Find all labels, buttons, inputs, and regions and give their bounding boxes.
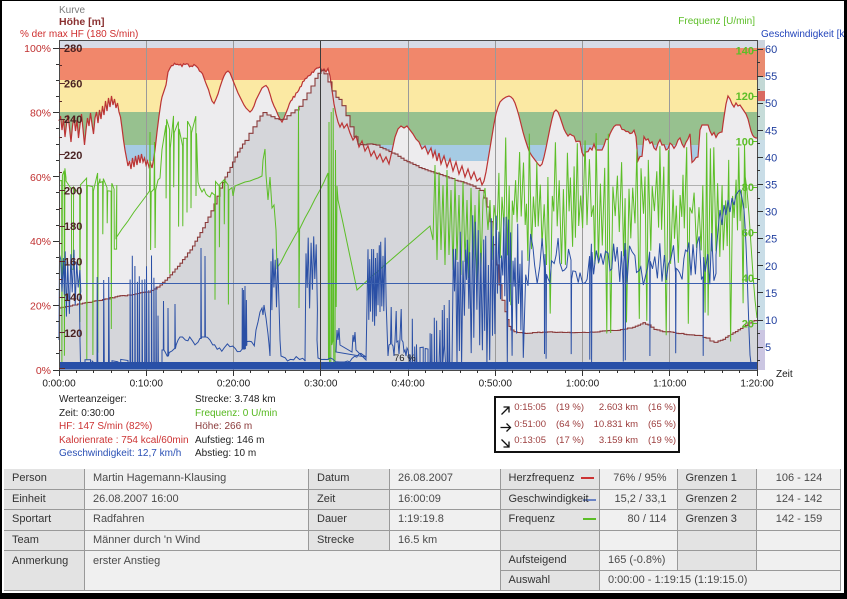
- svg-text:45: 45: [765, 125, 777, 137]
- svg-text:100%: 100%: [24, 43, 51, 55]
- svg-text:55: 55: [765, 71, 777, 83]
- svg-text:140: 140: [64, 292, 82, 304]
- svg-text:200: 200: [64, 185, 82, 197]
- svg-text:30: 30: [765, 207, 777, 219]
- svg-text:60%: 60%: [30, 172, 51, 184]
- svg-text:Zeit: Zeit: [776, 369, 793, 380]
- svg-text:76 %: 76 %: [394, 353, 416, 364]
- svg-text:40%: 40%: [30, 236, 51, 248]
- svg-text:120: 120: [736, 91, 754, 103]
- svg-text:60: 60: [765, 44, 777, 56]
- svg-text:10: 10: [765, 315, 777, 327]
- svg-text:1:10:00: 1:10:00: [653, 379, 687, 390]
- svg-text:60: 60: [742, 228, 754, 240]
- svg-text:160: 160: [64, 257, 82, 269]
- svg-text:240: 240: [64, 114, 82, 126]
- svg-text:20: 20: [765, 261, 777, 273]
- svg-text:0:30:00: 0:30:00: [304, 379, 338, 390]
- svg-text:120: 120: [64, 328, 82, 340]
- svg-text:25: 25: [765, 234, 777, 246]
- svg-text:220: 220: [64, 150, 82, 162]
- svg-text:140: 140: [736, 46, 754, 58]
- svg-text:0:10:00: 0:10:00: [130, 379, 164, 390]
- svg-text:280: 280: [64, 43, 82, 55]
- svg-text:0:20:00: 0:20:00: [217, 379, 251, 390]
- svg-text:1:00:00: 1:00:00: [566, 379, 600, 390]
- svg-text:1:20:00: 1:20:00: [740, 379, 774, 390]
- svg-text:15: 15: [765, 288, 777, 300]
- svg-text:0:50:00: 0:50:00: [479, 379, 513, 390]
- svg-text:40: 40: [742, 273, 754, 285]
- svg-text:Kurve: Kurve: [59, 5, 86, 16]
- svg-text:0:00:00: 0:00:00: [42, 379, 76, 390]
- svg-text:260: 260: [64, 79, 82, 91]
- svg-text:80%: 80%: [30, 107, 51, 119]
- svg-text:80: 80: [742, 182, 754, 194]
- svg-text:180: 180: [64, 221, 82, 233]
- svg-text:40: 40: [765, 152, 777, 164]
- svg-text:20: 20: [742, 319, 754, 331]
- svg-text:Frequenz [U/min]: Frequenz [U/min]: [678, 16, 755, 27]
- svg-text:20%: 20%: [30, 301, 51, 313]
- svg-text:0%: 0%: [36, 365, 51, 377]
- svg-text:35: 35: [765, 180, 777, 192]
- svg-text:0:40:00: 0:40:00: [391, 379, 425, 390]
- svg-text:% der max HF (180 S/min): % der max HF (180 S/min): [20, 29, 138, 40]
- svg-text:Geschwindigkeit [k: Geschwindigkeit [k: [761, 29, 844, 40]
- svg-text:Höhe [m]: Höhe [m]: [59, 16, 105, 28]
- svg-text:50: 50: [765, 98, 777, 110]
- svg-text:5: 5: [765, 342, 771, 354]
- svg-text:100: 100: [736, 137, 754, 149]
